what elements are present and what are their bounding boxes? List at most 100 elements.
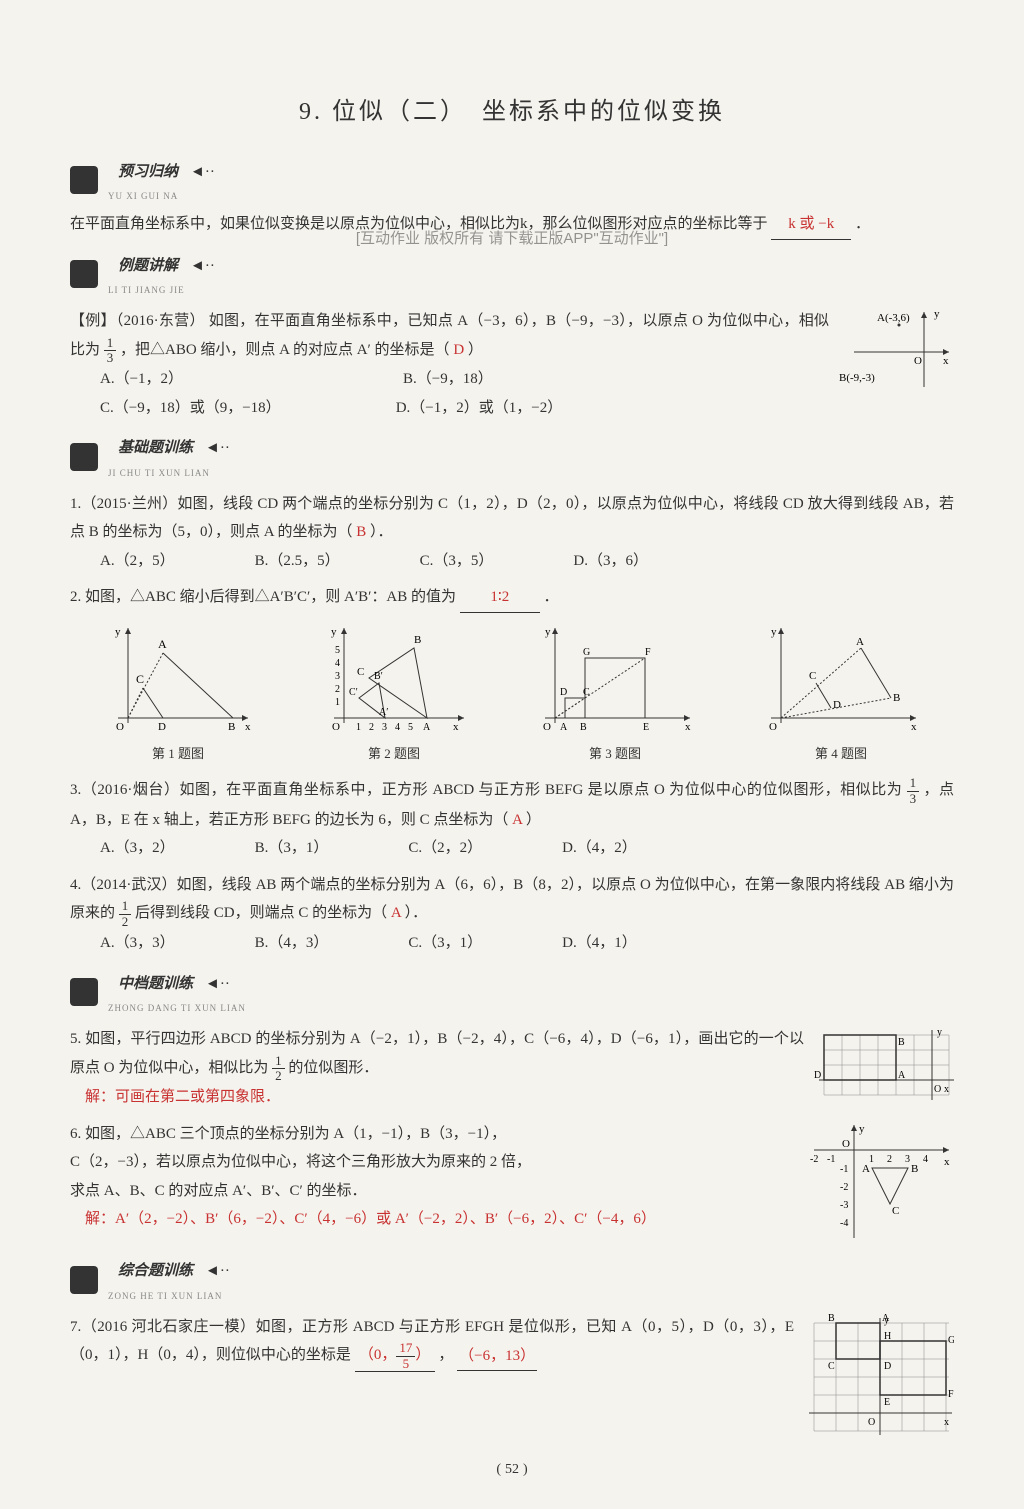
svg-text:4: 4: [395, 722, 400, 733]
section-icon: [70, 260, 98, 288]
yuxi-period: ．: [855, 216, 870, 232]
svg-text:5: 5: [408, 722, 413, 733]
svg-text:A: A: [560, 722, 568, 733]
svg-text:-2: -2: [840, 1182, 848, 1193]
section-liti: 例题讲解◄·· LI TI JIANG JIE: [70, 250, 954, 300]
q4-text2: 后得到线段 CD，则端点 C 的坐标为（: [135, 906, 387, 922]
svg-text:2: 2: [335, 684, 340, 695]
svg-text:B: B: [580, 722, 587, 733]
frac-1-2: 12: [119, 899, 132, 929]
svg-text:F: F: [948, 1389, 954, 1400]
q2-tail: ．: [544, 589, 559, 605]
section-pinyin: LI TI JIANG JIE: [108, 282, 215, 299]
figure-row: O x y A C D B 第 1 题图 O y 54 321 12 34 5A: [70, 623, 954, 766]
fig-B: B(-9,-3): [839, 372, 875, 384]
fig4: O y x A B C D 第 4 题图: [761, 623, 921, 766]
svg-text:y: y: [937, 1027, 942, 1038]
q6-figure: O y x -1-2 12 34 -1-2 -3-4 A B C: [804, 1120, 954, 1256]
yuxi-blank: k 或 −k: [771, 210, 851, 240]
section-pinyin: YU XI GUI NA: [108, 188, 215, 205]
q2-text: 2. 如图，△ABC 缩小后得到△A′B′C′，则 A′B′：AB 的值为: [70, 589, 456, 605]
svg-text:y: y: [771, 626, 777, 638]
section-zhongdang: 中档题训练◄·· ZHONG DANG TI XUN LIAN: [70, 968, 954, 1018]
q5: BA D O x y 5. 如图，平行四边形 ABCD 的坐标分别为 A（−2，…: [70, 1025, 954, 1112]
section-pinyin: JI CHU TI XUN LIAN: [108, 465, 230, 482]
svg-text:D: D: [158, 721, 166, 733]
q4-tail: ）．: [405, 906, 428, 922]
svg-text:2: 2: [369, 722, 374, 733]
svg-text:C: C: [828, 1361, 835, 1372]
fig3-label: 第 3 题图: [535, 742, 695, 767]
svg-text:A: A: [423, 722, 431, 733]
fig-y: y: [934, 308, 940, 320]
section-icon: [70, 443, 98, 471]
yuxi-content: 在平面直角坐标系中，如果位似变换是以原点为位似中心，相似比为k，那么位似图形对应…: [70, 210, 954, 240]
svg-text:-2: -2: [810, 1154, 818, 1165]
q7-line2: （−6，13）: [457, 1342, 537, 1372]
q6: O y x -1-2 12 34 -1-2 -3-4 A B C 6. 如图，△…: [70, 1120, 954, 1234]
section-label: 基础题训练: [106, 432, 205, 465]
svg-text:-3: -3: [840, 1200, 848, 1211]
svg-text:5: 5: [335, 645, 340, 656]
svg-text:A: A: [898, 1070, 906, 1081]
example-body2: ，把△ABO 缩小，则点 A 的对应点 A′ 的坐标是（: [120, 342, 450, 358]
q1-text: 1.（2015·兰州）如图，线段 CD 两个端点的坐标分别为 C（1，2），D（…: [70, 496, 954, 541]
svg-text:y: y: [115, 626, 121, 638]
svg-text:F: F: [645, 647, 651, 658]
q1-tail: ）．: [370, 524, 393, 540]
section-pinyin: ZHONG DANG TI XUN LIAN: [108, 1000, 246, 1017]
svg-text:E: E: [884, 1397, 890, 1408]
q4: 4.（2014·武汉）如图，线段 AB 两个端点的坐标分别为 A（6，6），B（…: [70, 871, 954, 958]
svg-text:D: D: [884, 1361, 891, 1372]
q4-optC: C.（3，1）: [408, 929, 482, 958]
svg-text:B: B: [893, 692, 900, 704]
svg-text:4: 4: [335, 658, 340, 669]
q1-optB: B.（2.5，5）: [255, 547, 340, 576]
svg-text:B: B: [228, 721, 235, 733]
q5-text2: 的位似图形．: [288, 1060, 378, 1076]
q7-ans: （0，175）: [355, 1341, 435, 1372]
q1-answer: B: [356, 524, 366, 540]
example-answer: D: [453, 342, 464, 358]
q3-answer: A: [512, 812, 522, 828]
svg-text:C′: C′: [349, 687, 358, 698]
q1-optD: D.（3，6）: [573, 547, 648, 576]
section-icon: [70, 978, 98, 1006]
section-label: 综合题训练: [106, 1255, 205, 1288]
svg-text:H: H: [884, 1331, 891, 1342]
svg-text:C: C: [809, 670, 816, 682]
section-yuxi: 预习归纳◄·· YU XI GUI NA: [70, 156, 954, 206]
svg-text:E: E: [643, 722, 649, 733]
q3-text1: 3.（2016·烟台）如图，在平面直角坐标系中，正方形 ABCD 与正方形 BE…: [70, 783, 902, 799]
svg-text:y: y: [545, 626, 551, 638]
section-icon: [70, 166, 98, 194]
fig1: O x y A C D B 第 1 题图: [103, 623, 253, 766]
yuxi-text: 在平面直角坐标系中，如果位似变换是以原点为位似中心，相似比为k，那么位似图形对应…: [70, 216, 768, 232]
q1-optA: A.（2，5）: [100, 547, 175, 576]
fig4-label: 第 4 题图: [761, 742, 921, 767]
svg-text:y: y: [859, 1123, 865, 1135]
q3-optA: A.（3，2）: [100, 834, 175, 863]
example: y x O A(-3,6) B(-9,-3) 【例】（2016·东营） 如图，在…: [70, 307, 954, 422]
section-jichu: 基础题训练◄·· JI CHU TI XUN LIAN: [70, 432, 954, 482]
q5-text1: 5. 如图，平行四边形 ABCD 的坐标分别为 A（−2，1），B（−2，4），…: [70, 1031, 804, 1076]
q4-answer: A: [391, 906, 401, 922]
page-title: 9. 位似（二） 坐标系中的位似变换: [70, 90, 954, 136]
svg-text:O: O: [116, 721, 124, 733]
q3-optB: B.（3，1）: [255, 834, 329, 863]
svg-text:O: O: [769, 721, 777, 733]
svg-text:x: x: [944, 1084, 949, 1095]
svg-text:G: G: [948, 1335, 954, 1346]
q1: 1.（2015·兰州）如图，线段 CD 两个端点的坐标分别为 C（1，2），D（…: [70, 490, 954, 576]
svg-text:B′: B′: [374, 671, 383, 682]
frac-1-3: 13: [104, 336, 117, 366]
svg-text:O: O: [934, 1084, 941, 1095]
svg-text:y: y: [884, 1315, 889, 1326]
svg-text:-1: -1: [827, 1154, 835, 1165]
svg-text:-4: -4: [840, 1218, 848, 1229]
svg-text:A: A: [158, 637, 167, 651]
svg-text:A: A: [862, 1163, 870, 1175]
svg-text:C: C: [136, 672, 144, 686]
q3-optD: D.（4，2）: [562, 834, 637, 863]
svg-text:C: C: [583, 687, 590, 698]
